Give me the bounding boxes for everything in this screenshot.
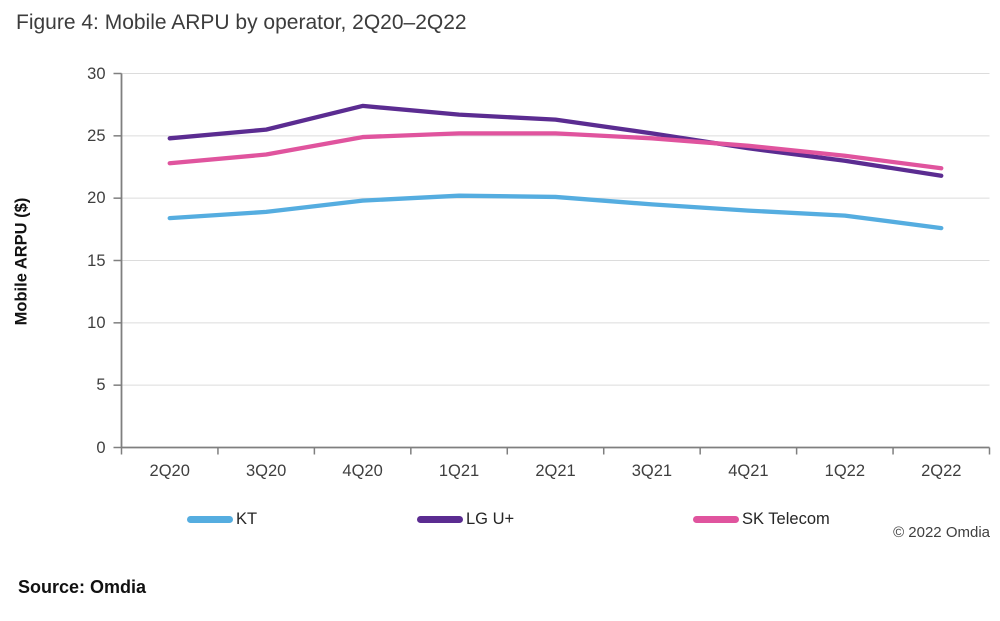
x-tick-label-1q21: 1Q21 xyxy=(438,461,480,480)
legend-swatch-icon xyxy=(187,515,233,523)
figure-title: Figure 4: Mobile ARPU by operator, 2Q20–… xyxy=(16,11,467,34)
legend-swatch-icon xyxy=(417,515,463,523)
legend-item-lg-u-: LG U+ xyxy=(417,509,514,529)
legend-label: LG U+ xyxy=(466,509,515,528)
y-tick-label-10: 10 xyxy=(87,313,106,332)
legend-item-kt: KT xyxy=(187,509,257,529)
legend: KT LG U+ SK Telecom xyxy=(0,509,1000,531)
chart-area: Mobile ARPU ($) 0 5 10 15 20 25 30 2Q20 3Q20 4Q2… xyxy=(0,64,1000,541)
x-tick-label-2q20: 2Q20 xyxy=(149,461,190,480)
series-line-sk-telecom xyxy=(167,131,944,171)
x-tick-label-3q20: 3Q20 xyxy=(245,461,287,480)
legend-swatch-icon xyxy=(693,515,739,523)
legend-label: KT xyxy=(236,509,258,528)
y-tick-label-15: 15 xyxy=(87,251,106,270)
x-tick-label-4q20: 4Q20 xyxy=(342,461,383,480)
legend-label: SK Telecom xyxy=(742,509,830,528)
x-tick-label-1q22: 1Q22 xyxy=(824,461,866,480)
source-note: Source: Omdia xyxy=(18,577,147,597)
x-tick-label-3q21: 3Q21 xyxy=(631,461,673,480)
y-tick-label-30: 30 xyxy=(87,64,106,83)
y-tick-label-5: 5 xyxy=(96,376,106,395)
x-tick-label-2q22: 2Q22 xyxy=(921,461,962,480)
x-tick-label-2q21: 2Q21 xyxy=(535,461,576,480)
plot-svg xyxy=(113,72,991,455)
series-line-lg-u- xyxy=(167,103,944,178)
y-tick-label-25: 25 xyxy=(87,126,106,145)
series-line-kt xyxy=(167,193,944,231)
x-tick-label-4q21: 4Q21 xyxy=(728,461,769,480)
copyright-note: © 2022 Omdia xyxy=(893,524,990,541)
legend-item-sk-telecom: SK Telecom xyxy=(693,509,830,529)
y-tick-label-20: 20 xyxy=(87,189,106,208)
y-tick-label-0: 0 xyxy=(96,438,106,457)
